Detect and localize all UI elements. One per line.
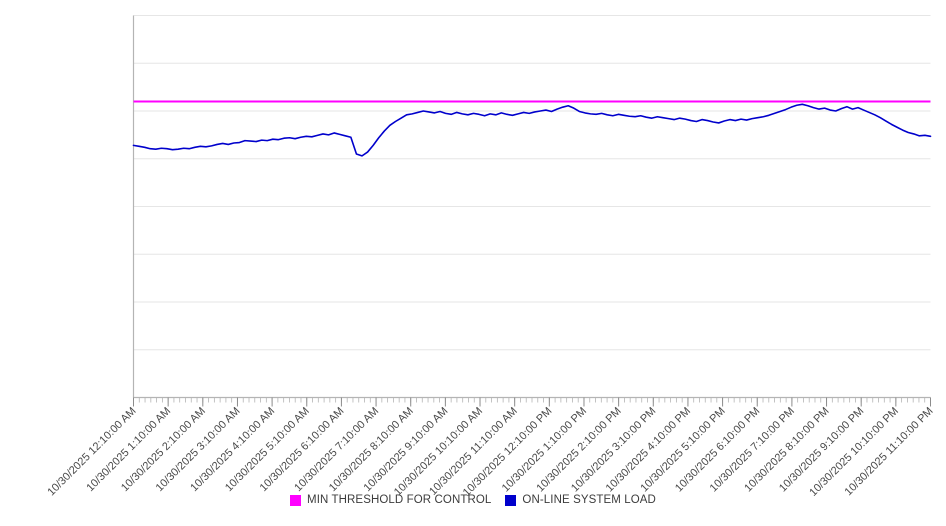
legend-label-min-threshold: MIN THRESHOLD FOR CONTROL bbox=[307, 494, 492, 506]
legend-swatch-min-threshold bbox=[290, 494, 302, 506]
legend-label-online-system-load: ON-LINE SYSTEM LOAD bbox=[522, 494, 656, 506]
gridlines bbox=[133, 15, 931, 351]
legend-item-online-system-load[interactable]: ON-LINE SYSTEM LOAD bbox=[505, 494, 656, 506]
series-line bbox=[132, 103, 932, 157]
legend-swatch-online-system-load bbox=[505, 494, 517, 506]
chart-legend: MIN THRESHOLD FOR CONTROL ON-LINE SYSTEM… bbox=[0, 494, 946, 506]
online-system-load-line bbox=[132, 103, 932, 157]
legend-item-min-threshold[interactable]: MIN THRESHOLD FOR CONTROL bbox=[290, 494, 491, 506]
x-axis-ticks bbox=[133, 397, 931, 407]
